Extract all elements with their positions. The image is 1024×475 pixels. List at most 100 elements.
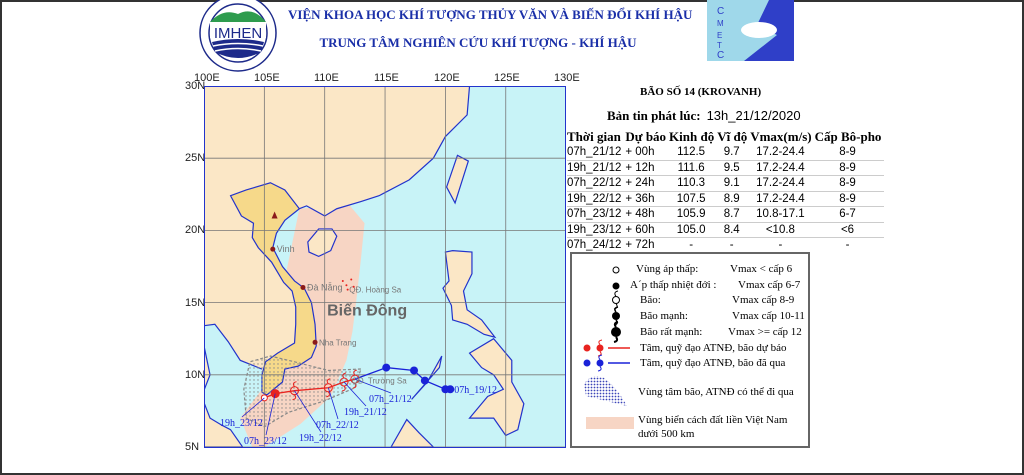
city-dot [270, 246, 276, 252]
table-row: 19h_23/12 + 60h 105.0 8.4 <10.8 <6 [567, 222, 885, 238]
svg-text:IMHEN: IMHEN [214, 25, 262, 42]
table-cell: 07h_21/12 [567, 146, 622, 159]
legend-past-track: Tâm, quỹ đạo ATNĐ, bão đã qua [640, 357, 786, 369]
imhen-logo: IMHEN [199, 0, 277, 72]
cmetc-logo: C M E T C [707, 0, 794, 61]
table-cell: 17.2-24.4 [756, 177, 805, 190]
map-legend: Vùng áp thấp: Vmax < cấp 6 A´p thấp nhiệ… [570, 252, 810, 448]
place-label-sea: Biển Đông [327, 302, 407, 320]
table-cell: 9.1 [723, 177, 740, 190]
table-cell: - [729, 239, 734, 252]
paracel-island [341, 279, 344, 282]
table-cell: 17.2-24.4 [756, 146, 805, 159]
table-row: 07h_21/12 + 00h 112.5 9.7 17.2-24.4 8-9 [567, 145, 885, 160]
table-cell: + 48h [625, 208, 655, 221]
forecast-center-point [270, 389, 280, 399]
svg-text:E: E [717, 31, 722, 40]
label-leader [294, 390, 322, 433]
column-header: Dự báo [625, 129, 667, 144]
center-title: TRUNG TÂM NGHIÊN CỨU KHÍ TƯỢNG - KHÍ HẬU [319, 35, 637, 50]
legend-zone: Vùng biển cách đất liền Việt Nam [638, 414, 788, 426]
table-cell: 19h_22/12 [567, 192, 622, 205]
table-cell: + 24h [625, 177, 655, 190]
paracel-island [346, 288, 349, 291]
label-leader [327, 387, 339, 420]
typhoon-icon [611, 321, 621, 343]
label-leader [265, 393, 276, 436]
forecast-time-label: 07h_22/12 [316, 420, 359, 431]
capital-star-icon [271, 211, 278, 219]
table-cell: 8-9 [839, 146, 856, 159]
table-row: 19h_22/12 + 36h 107.5 8.9 17.2-24.4 8-9 [567, 191, 885, 207]
table-row: 07h_22/12 + 24h 110.3 9.1 17.2-24.4 8-9 [567, 176, 885, 191]
forecast-time-label: 19h_22/12 [299, 433, 342, 444]
forecast-table: Thời gian Dự báo Kinh độ Vĩ độ Vmax(m/s) Cấp … [567, 129, 885, 253]
legend-zone-2: dưới 500 km [638, 428, 695, 440]
legend-ts-value: Vmax cấp 8-9 [732, 294, 795, 306]
label-leader [241, 397, 265, 418]
forecast-center-point [290, 381, 300, 401]
lat-tick: 10N [185, 368, 206, 381]
table-cell: - [689, 239, 694, 252]
table-cell: 19h_23/12 [567, 223, 622, 236]
table-cell: 07h_22/12 [567, 177, 622, 190]
legend-low-value: Vmax < cấp 6 [730, 263, 793, 275]
table-cell: 17.2-24.4 [756, 161, 805, 174]
mainland [204, 86, 470, 396]
china-coast [299, 86, 471, 217]
forecast-time-label: 19h_21/12 [344, 407, 387, 418]
legend-sts-label: Bão mạnh: [640, 310, 688, 322]
lon-tick: 115E [374, 72, 399, 84]
paracel-island [352, 285, 355, 288]
table-cell: 6-7 [839, 208, 856, 221]
table-cell: 107.5 [676, 192, 706, 205]
legend-td-label: A´p thấp nhiệt đới : [630, 279, 717, 291]
lat-tick: 15N [185, 296, 206, 309]
svg-text:M: M [717, 19, 724, 28]
table-cell: 110.3 [677, 177, 706, 190]
table-cell: - [845, 239, 850, 252]
lon-tick: 105E [254, 72, 280, 84]
storm-track-map: 07h_21/12 19h_21/12 07h_22/12 19h_22/12 07h_… [204, 86, 566, 448]
forecast-center-point [350, 369, 360, 389]
storm-icon [612, 290, 620, 310]
column-header: Vĩ độ [717, 129, 748, 144]
cone-swatch [584, 376, 627, 406]
place-label-danang: Đà Nẵng [307, 282, 343, 292]
lon-tick: 130E [554, 72, 580, 84]
legend-forecast-track: Tâm, quỹ đạo ATNĐ, bão dự báo [640, 342, 787, 354]
table-cell: 17.2-24.4 [756, 192, 805, 205]
palawan [411, 355, 443, 400]
legend-low-label: Vùng áp thấp: [636, 263, 699, 275]
svg-text:T: T [717, 41, 722, 50]
issue-time: Bản tin phát lúc: 13h_21/12/2020 [607, 108, 801, 124]
column-header: Vmax(m/s) [750, 129, 812, 144]
city-dot [312, 339, 318, 345]
table-cell: 19h_21/12 [567, 161, 622, 174]
past-center-point [441, 385, 450, 394]
issue-value: 13h_21/12/2020 [706, 108, 801, 123]
table-cell: 8.4 [723, 223, 740, 236]
legend-ty-value: Vmax >= cấp 12 [728, 326, 802, 338]
lon-tick: 125E [494, 72, 520, 84]
table-row: 07h_24/12 + 72h - - - - [567, 238, 884, 253]
table-cell: 8.9 [723, 192, 740, 205]
paracel-island [350, 278, 353, 281]
lon-tick: 120E [434, 72, 460, 84]
place-label-truongsa: QĐ. Trường Sa [352, 377, 408, 386]
storm-name: BÃO SỐ 14 (KROVANH) [640, 86, 762, 98]
table-cell: 10.8-17.1 [756, 208, 805, 221]
gulf-coast [204, 323, 263, 370]
city-dot [300, 284, 306, 290]
table-cell: - [778, 239, 783, 252]
label-leader [343, 381, 367, 407]
table-cell: 9.5 [723, 161, 740, 174]
column-header: Thời gian [567, 129, 621, 144]
paracel-island [345, 284, 348, 287]
institute-title: VIỆN KHOA HỌC KHÍ TƯỢNG THỦY VĂN VÀ BIẾN… [288, 7, 693, 22]
table-cell: <6 [840, 223, 855, 236]
low-pressure-icon [612, 266, 620, 274]
table-cell: 111.6 [677, 161, 705, 174]
svg-text:C: C [717, 6, 724, 17]
past-time-label: 07h_19/12 [454, 385, 497, 396]
